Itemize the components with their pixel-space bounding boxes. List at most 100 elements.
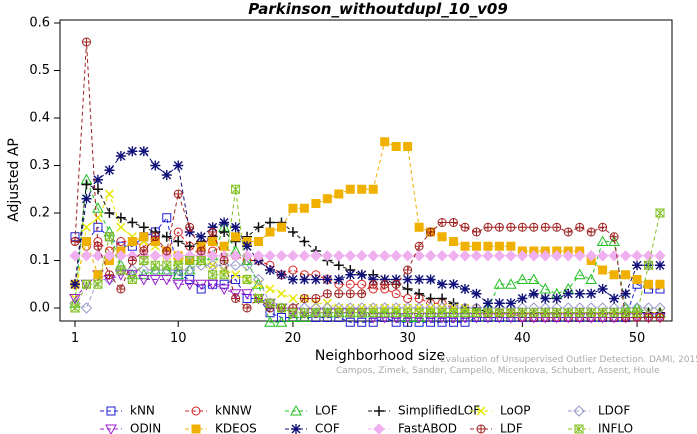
data-point-ldf <box>208 227 218 237</box>
data-point-inflo <box>426 308 436 318</box>
data-point-cof <box>333 274 344 285</box>
data-point-kdeos <box>127 237 137 246</box>
credit-line: Campos, Zimek, Sander, Campello, Micenko… <box>336 366 660 376</box>
data-point-simplifiedlof <box>425 293 436 304</box>
x-tick-label: 30 <box>399 331 416 346</box>
data-point-odin <box>183 279 196 291</box>
series-line-cof <box>74 150 660 304</box>
data-point-fastabod <box>310 250 322 262</box>
data-point-cof <box>207 222 218 233</box>
data-point-inflo <box>632 308 642 318</box>
legend-item-kdeos: KDEOS <box>185 422 257 434</box>
data-point-ldf <box>345 289 355 299</box>
legend-item-knnw: kNNW <box>185 404 252 418</box>
data-point-inflo <box>609 308 619 318</box>
data-point-ldf <box>219 256 229 265</box>
data-point-fastabod <box>551 250 563 262</box>
data-point-fastabod <box>516 250 529 262</box>
data-point-inflo <box>139 256 149 265</box>
data-point-ldf <box>471 227 481 237</box>
data-point-knn <box>196 284 206 294</box>
data-point-kdeos <box>655 279 665 289</box>
x-tick-label: 10 <box>170 331 187 346</box>
data-point-ldf <box>104 270 114 280</box>
y-axis-label: Adjusted AP <box>6 138 22 222</box>
data-point-fastabod <box>206 250 219 262</box>
data-point-inflo <box>494 308 504 318</box>
data-point-knn <box>426 317 436 327</box>
data-point-cof <box>563 288 574 299</box>
data-point-knn <box>403 317 413 327</box>
data-point-inflo <box>391 308 401 318</box>
data-point-inflo <box>93 279 103 289</box>
data-point-cof <box>494 298 505 309</box>
data-point-inflo <box>219 270 229 280</box>
data-point-fastabod <box>287 250 299 262</box>
data-point-inflo <box>655 208 665 218</box>
data-point-lof <box>573 268 586 280</box>
data-point-kdeos <box>288 203 298 213</box>
x-tick-label: 1 <box>71 331 79 346</box>
data-point-ldf <box>403 265 413 275</box>
data-point-fastabod <box>275 250 288 262</box>
data-point-inflo <box>414 308 424 318</box>
legend-item-simplifiedlof: SimplifiedLOF <box>368 404 480 418</box>
data-point-simplifiedlof <box>437 293 448 304</box>
data-point-cof <box>345 269 356 280</box>
data-point-simplifiedlof <box>138 222 149 233</box>
legend-marker <box>374 406 384 416</box>
data-point-kdeos <box>460 241 470 251</box>
data-point-fastabod <box>608 250 620 262</box>
data-point-cof <box>437 279 448 290</box>
data-point-cof <box>540 293 551 304</box>
data-point-inflo <box>311 308 321 318</box>
data-point-ldf <box>173 189 183 199</box>
data-point-kdeos <box>265 227 275 237</box>
data-point-fastabod <box>252 250 265 262</box>
data-point-cof <box>138 146 149 157</box>
series-line-kdeos <box>74 141 660 285</box>
data-point-cof <box>150 160 161 171</box>
data-point-ldf <box>437 218 447 227</box>
data-point-kdeos <box>276 222 286 232</box>
data-point-ldf <box>414 241 424 251</box>
data-point-knn <box>449 317 459 327</box>
data-point-ldf <box>116 284 126 294</box>
data-point-lof <box>608 235 620 246</box>
legend-marker <box>476 424 486 434</box>
data-point-knn <box>460 317 470 327</box>
data-point-loop <box>288 293 298 304</box>
x-tick-label: 20 <box>285 331 302 346</box>
data-point-loop <box>231 270 241 280</box>
series-fastabod <box>69 250 666 262</box>
data-point-inflo <box>81 279 91 289</box>
legend-item-fastabod: FastABOD <box>368 422 457 434</box>
legend-item-inflo: INFLO <box>568 422 633 434</box>
data-point-ldf <box>150 232 160 242</box>
data-point-fastabod <box>69 250 81 262</box>
data-point-inflo <box>334 308 344 318</box>
data-point-inflo <box>208 270 218 280</box>
data-point-kdeos <box>598 265 608 275</box>
data-point-ldf <box>644 313 654 322</box>
data-point-cof <box>505 298 516 309</box>
data-point-fastabod <box>619 250 632 262</box>
data-point-odin <box>218 284 230 296</box>
data-point-inflo <box>586 308 596 318</box>
data-point-odin <box>206 279 219 291</box>
data-point-loop <box>116 222 126 232</box>
data-point-cof <box>551 293 562 304</box>
data-point-cof <box>265 265 275 275</box>
data-point-odin <box>172 279 185 291</box>
data-point-kdeos <box>357 184 367 194</box>
data-point-cof <box>299 274 310 285</box>
data-point-inflo <box>517 308 527 318</box>
data-point-ldf <box>242 303 252 313</box>
data-point-cof <box>70 279 80 290</box>
data-point-odin <box>137 275 150 286</box>
legend-label: LDF <box>500 422 523 434</box>
data-point-fastabod <box>401 250 414 262</box>
chart-title: Parkinson_withoutdupl_10_v09 <box>248 0 508 18</box>
data-point-fastabod <box>115 250 127 262</box>
data-point-cof <box>184 227 195 237</box>
